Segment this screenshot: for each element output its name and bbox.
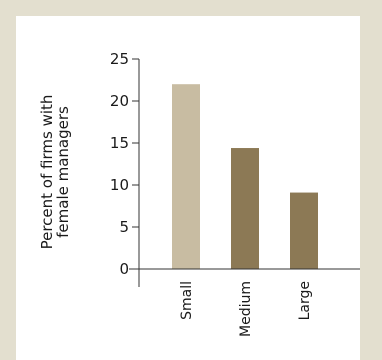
y-axis-title: Percent of firms with female managers: [38, 95, 72, 250]
x-label-small: Small: [179, 281, 195, 320]
y-tick-label: 5: [119, 218, 129, 236]
bar-small: [172, 84, 200, 269]
x-axis-labels: Small Medium Large: [179, 281, 313, 337]
y-tick-label: 10: [110, 176, 129, 194]
bar-medium: [231, 148, 259, 269]
bars: [172, 84, 318, 269]
chart-panel: Percent of firms with female managers 0 5…: [16, 16, 360, 360]
y-axis-title-line-1: Percent of firms with: [38, 95, 56, 250]
x-label-large: Large: [297, 281, 313, 320]
y-axis-ticks: 0 5 10 15 20 25: [110, 50, 139, 278]
y-tick-label: 0: [119, 260, 129, 278]
y-axis-title-line-2: female managers: [54, 106, 72, 238]
y-tick-label: 20: [110, 92, 129, 110]
bar-large: [290, 192, 318, 269]
bar-chart: Percent of firms with female managers 0 5…: [38, 50, 360, 337]
x-label-medium: Medium: [238, 281, 254, 337]
y-tick-label: 15: [110, 134, 129, 152]
y-tick-label: 25: [110, 50, 129, 68]
